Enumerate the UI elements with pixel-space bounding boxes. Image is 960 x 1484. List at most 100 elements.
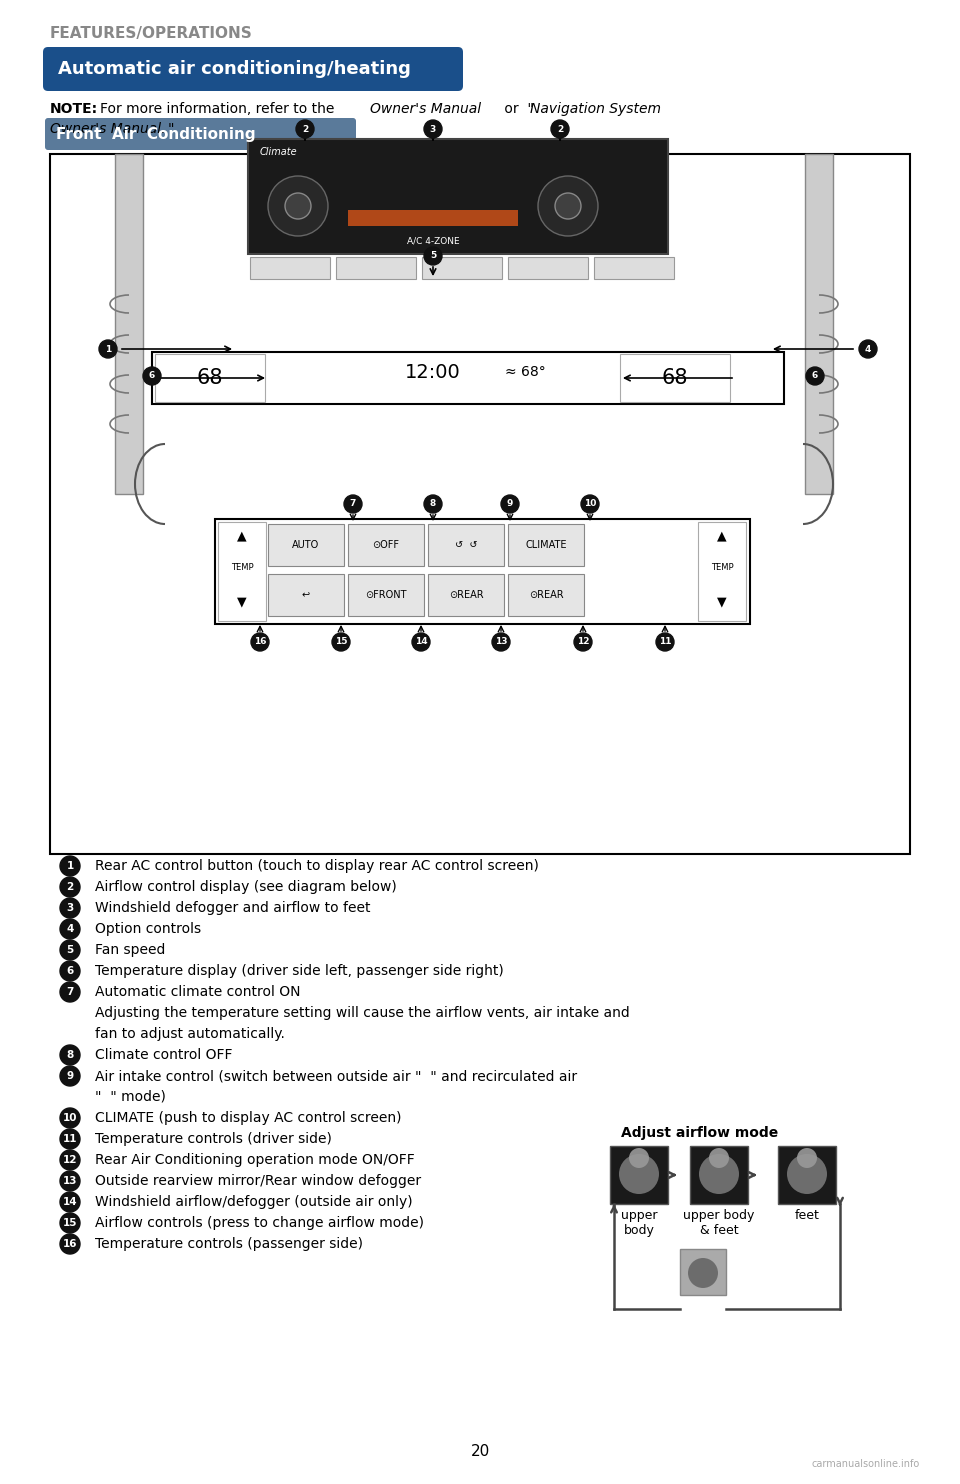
Bar: [428, 574, 504, 616]
Bar: [508, 574, 584, 616]
Text: Adjust airflow mode: Adjust airflow mode: [621, 1126, 779, 1140]
Text: 12:00: 12:00: [405, 362, 461, 381]
Circle shape: [656, 634, 674, 651]
Circle shape: [60, 1129, 80, 1149]
Text: Option controls: Option controls: [95, 922, 202, 936]
Circle shape: [501, 496, 519, 513]
Text: Rear AC control button (touch to display rear AC control screen): Rear AC control button (touch to display…: [95, 859, 539, 873]
Text: 13: 13: [494, 638, 507, 647]
Circle shape: [806, 367, 824, 384]
Circle shape: [709, 1149, 729, 1168]
Bar: [620, 355, 730, 402]
Text: Temperature display (driver side left, passenger side right): Temperature display (driver side left, p…: [95, 965, 504, 978]
Text: "  " mode): " " mode): [95, 1091, 166, 1104]
Text: ▼: ▼: [237, 595, 247, 608]
Circle shape: [424, 120, 442, 138]
Circle shape: [60, 1192, 80, 1212]
Text: 10: 10: [62, 1113, 77, 1123]
Circle shape: [424, 496, 442, 513]
Text: 6: 6: [149, 371, 156, 380]
Text: 1: 1: [105, 344, 111, 353]
Bar: [428, 524, 504, 565]
Text: 8: 8: [430, 500, 436, 509]
Text: 12: 12: [577, 638, 589, 647]
Bar: [218, 522, 266, 620]
Text: Navigation System: Navigation System: [530, 102, 661, 116]
Text: Automatic climate control ON: Automatic climate control ON: [95, 985, 300, 999]
Text: 68: 68: [661, 368, 688, 387]
Text: 9: 9: [507, 500, 514, 509]
Bar: [250, 257, 330, 279]
Bar: [50, 154, 910, 853]
Text: NOTE:: NOTE:: [50, 102, 98, 116]
Text: 4: 4: [865, 344, 871, 353]
Circle shape: [574, 634, 592, 651]
Text: 7: 7: [349, 500, 356, 509]
Text: 16: 16: [253, 638, 266, 647]
Text: ⊙FRONT: ⊙FRONT: [365, 591, 407, 600]
Text: ≈ 68°: ≈ 68°: [505, 365, 545, 378]
Text: CLIMATE (push to display AC control screen): CLIMATE (push to display AC control scre…: [95, 1112, 401, 1125]
Text: AUTO: AUTO: [293, 540, 320, 551]
Text: 7: 7: [66, 987, 74, 997]
Text: 6: 6: [812, 371, 818, 380]
Text: Air intake control (switch between outside air "  " and recirculated air: Air intake control (switch between outsi…: [95, 1068, 577, 1083]
Text: ▼: ▼: [717, 595, 727, 608]
Circle shape: [60, 1066, 80, 1086]
Text: 5: 5: [66, 945, 74, 956]
Text: Windshield defogger and airflow to feet: Windshield defogger and airflow to feet: [95, 901, 371, 916]
Text: fan to adjust automatically.: fan to adjust automatically.: [95, 1027, 285, 1040]
Circle shape: [555, 193, 581, 220]
Circle shape: [619, 1155, 659, 1195]
Text: 11: 11: [659, 638, 671, 647]
Text: feet: feet: [795, 1209, 820, 1221]
Bar: [778, 1146, 836, 1204]
Circle shape: [424, 246, 442, 266]
Text: 15: 15: [335, 638, 348, 647]
Text: 5: 5: [430, 251, 436, 261]
Text: Adjusting the temperature setting will cause the airflow vents, air intake and: Adjusting the temperature setting will c…: [95, 1006, 630, 1020]
Bar: [155, 355, 265, 402]
Text: ⊙REAR: ⊙REAR: [448, 591, 483, 600]
Circle shape: [60, 939, 80, 960]
Text: Automatic air conditioning/heating: Automatic air conditioning/heating: [58, 59, 411, 79]
Bar: [610, 1146, 668, 1204]
Circle shape: [296, 120, 314, 138]
Text: ": ": [168, 122, 175, 137]
Text: ⊙REAR: ⊙REAR: [529, 591, 564, 600]
Circle shape: [797, 1149, 817, 1168]
Text: TEMP: TEMP: [230, 562, 253, 571]
Text: Climate control OFF: Climate control OFF: [95, 1048, 232, 1063]
Circle shape: [99, 340, 117, 358]
Bar: [115, 154, 143, 494]
Circle shape: [412, 634, 430, 651]
Circle shape: [60, 1212, 80, 1233]
Text: ▲: ▲: [237, 530, 247, 543]
Text: Airflow controls (press to change airflow mode): Airflow controls (press to change airflo…: [95, 1215, 424, 1230]
Text: 15: 15: [62, 1218, 77, 1227]
Text: 4: 4: [66, 925, 74, 933]
Bar: [248, 139, 668, 254]
Circle shape: [787, 1155, 827, 1195]
Text: 2: 2: [301, 125, 308, 134]
Text: 3: 3: [430, 125, 436, 134]
Circle shape: [332, 634, 350, 651]
Text: 16: 16: [62, 1239, 77, 1250]
Text: For more information, refer to the: For more information, refer to the: [100, 102, 339, 116]
Text: 14: 14: [415, 638, 427, 647]
Text: Fan speed: Fan speed: [95, 942, 165, 957]
Text: 2: 2: [557, 125, 564, 134]
Text: 14: 14: [62, 1198, 78, 1206]
Text: 9: 9: [66, 1071, 74, 1080]
Text: upper
body: upper body: [621, 1209, 658, 1238]
Bar: [690, 1146, 748, 1204]
Circle shape: [538, 177, 598, 236]
Text: TEMP: TEMP: [710, 562, 733, 571]
Text: upper body
& feet: upper body & feet: [684, 1209, 755, 1238]
Circle shape: [143, 367, 161, 384]
Circle shape: [699, 1155, 739, 1195]
Bar: [680, 1250, 726, 1296]
Bar: [698, 522, 746, 620]
Text: ↩: ↩: [302, 591, 310, 600]
FancyBboxPatch shape: [43, 47, 463, 91]
